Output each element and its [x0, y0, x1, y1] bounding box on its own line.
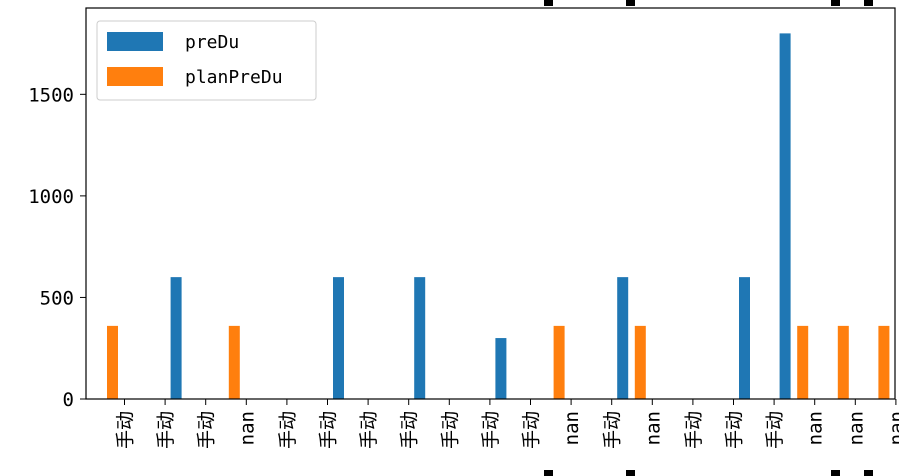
x-tick-label: 手动	[521, 411, 543, 449]
bar-preDu-15	[739, 277, 750, 399]
clipped-tick-fragment	[626, 470, 635, 476]
x-tick-label: nan	[642, 411, 664, 445]
x-tick-label: 手动	[764, 411, 786, 449]
x-tick-label: 手动	[683, 411, 705, 449]
clipped-tick-fragment	[831, 0, 840, 6]
clipped-tick-fragment	[544, 470, 553, 476]
y-tick-label: 0	[63, 389, 74, 411]
x-tick-label: 手动	[115, 411, 137, 449]
bar-preDu-7	[414, 277, 426, 399]
y-tick-label: 1000	[28, 186, 74, 208]
legend-swatch-preDu	[107, 32, 163, 51]
x-tick-label: 手动	[399, 411, 421, 449]
plot-frame	[85, 7, 896, 400]
x-tick-label: 手动	[196, 411, 218, 449]
bar-planPreDu-13	[634, 325, 646, 399]
bar-preDu-16	[779, 33, 791, 399]
bar-preDu-5	[333, 277, 344, 399]
clipped-tick-fragment	[864, 470, 873, 476]
x-tick-label: 手动	[155, 411, 177, 449]
legend-label-planPreDu: planPreDu	[185, 67, 283, 88]
bar-planPreDu-0	[107, 325, 118, 399]
x-tick-label: nan	[886, 411, 899, 445]
x-tick-label: nan	[236, 411, 258, 445]
legend: preDu planPreDu	[96, 20, 317, 101]
x-tick-label: 手动	[277, 411, 299, 449]
bar-planPreDu-17	[797, 325, 809, 399]
bar-preDu-9	[495, 338, 507, 399]
bar-planPreDu-19	[878, 325, 890, 399]
bar-preDu-1	[170, 277, 182, 399]
x-tick-label: 手动	[358, 411, 380, 449]
x-tick-label: nan	[561, 411, 583, 445]
clipped-tick-fragment	[831, 470, 840, 476]
x-tick-label: 手动	[602, 411, 624, 449]
x-tick-label: 手动	[724, 411, 746, 449]
bar-planPreDu-3	[228, 325, 240, 399]
bar-planPreDu-11	[553, 325, 565, 399]
x-tick-label: nan	[805, 411, 827, 445]
bar-preDu-12	[617, 277, 629, 399]
clipped-tick-fragment	[864, 0, 873, 6]
x-tick-label: 手动	[318, 411, 340, 449]
legend-label-preDu: preDu	[185, 32, 239, 53]
x-tick-label: 手动	[439, 411, 461, 449]
x-tick-label: nan	[845, 411, 867, 445]
bar-planPreDu-18	[837, 325, 849, 399]
y-tick-label: 1500	[28, 84, 74, 106]
y-tick-label: 500	[40, 287, 74, 309]
clipped-tick-fragment	[626, 0, 635, 6]
clipped-tick-fragment	[544, 0, 553, 6]
legend-swatch-planPreDu	[107, 67, 163, 86]
x-tick-label: 手动	[480, 411, 502, 449]
